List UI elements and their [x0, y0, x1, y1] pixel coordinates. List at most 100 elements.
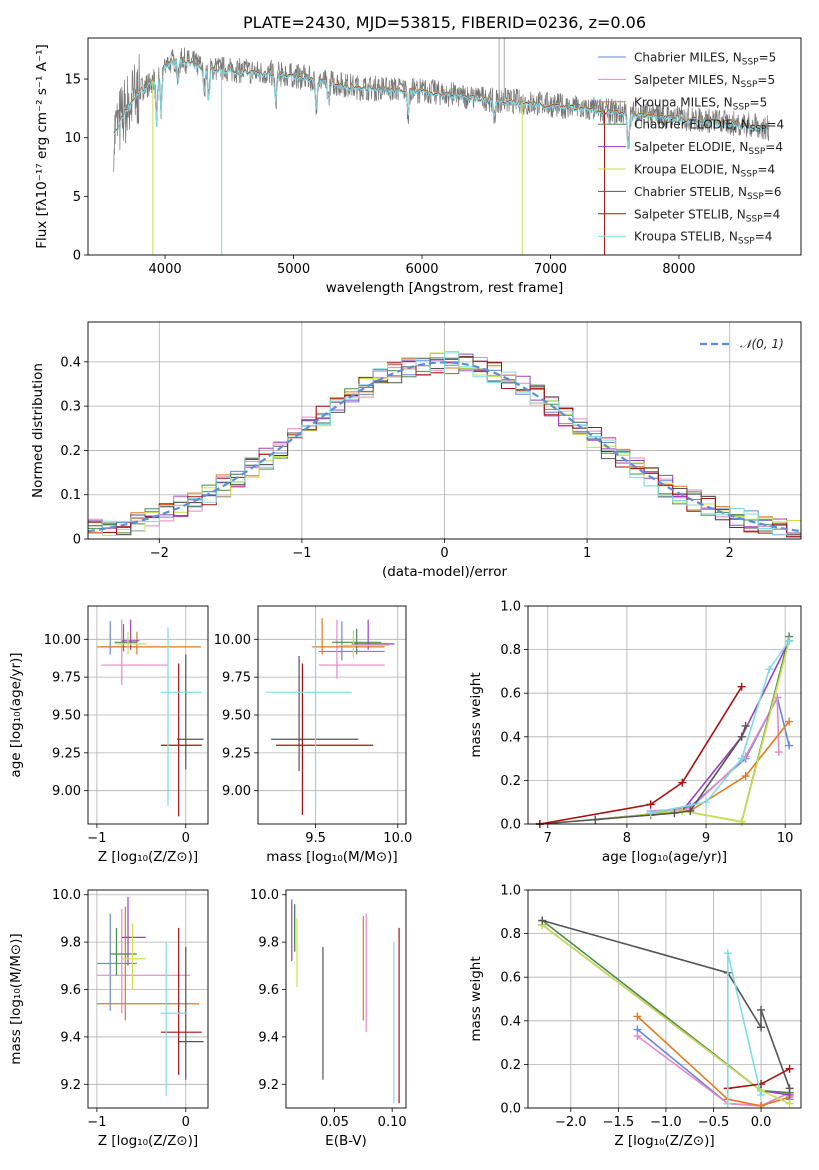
spectrum-lines — [113, 38, 770, 255]
legend-entry-count: 4 — [767, 163, 775, 177]
legend-entry-count: 4 — [775, 140, 783, 154]
y-tick-label: 9.4 — [258, 1030, 279, 1045]
legend-entry: Kroupa STELIB, NSSP=4 — [634, 230, 772, 247]
x-tick-label: 7000 — [534, 262, 567, 277]
weight-marker — [765, 665, 774, 674]
y-tick-label: 0.2 — [60, 444, 81, 459]
weight-marker — [774, 748, 783, 757]
ebv_mass-points — [291, 899, 400, 1104]
legend-entry-count: 4 — [765, 230, 773, 244]
x-tick-label: 4000 — [149, 262, 182, 277]
weight-marker — [646, 809, 655, 818]
weight-marker — [702, 798, 711, 807]
weight-marker — [686, 806, 695, 815]
x-axis-label: Z [log₁₀(Z/Z⊙)] — [614, 1133, 714, 1149]
z_weight-series — [538, 916, 794, 1110]
x-tick-label: 0 — [182, 1115, 190, 1130]
ebv_mass-frame — [285, 889, 407, 1109]
y-tick-label: 9.00 — [52, 784, 81, 799]
y-tick-label: 0.1 — [60, 488, 81, 503]
y-tick-label: 0.2 — [500, 774, 521, 789]
legend-entry-label: Kroupa ELODIE, N — [634, 163, 741, 177]
y-tick-label: 0 — [73, 249, 81, 264]
legend-entry-label: Chabrier MILES, N — [634, 51, 742, 65]
legend-entry-label: Chabrier STELIB, N — [634, 185, 747, 199]
weight-marker — [737, 682, 746, 691]
weight-marker — [670, 809, 679, 818]
mass_age-frame — [257, 605, 407, 825]
y-tick-label: 9.75 — [52, 671, 81, 686]
x-tick-label: 10.0 — [383, 831, 412, 846]
legend-entry: Salpeter STELIB, NSSP=4 — [634, 207, 780, 224]
model-spectrum-line — [113, 58, 769, 150]
legend-entry-count: 4 — [777, 118, 785, 132]
z_weight-grid — [528, 889, 801, 1109]
x-axis-label: E(B-V) — [325, 1133, 367, 1149]
weight-marker — [741, 772, 750, 781]
x-tick-label: 1 — [583, 546, 591, 561]
weight-marker — [785, 636, 794, 645]
legend-entry: Kroupa MILES, NSSP=5 — [634, 95, 767, 112]
y-tick-label: 0.8 — [500, 927, 521, 942]
legend-entry-sub: SSP — [750, 125, 767, 135]
legend-entry-n: = — [764, 185, 774, 199]
age_weight-series — [535, 632, 794, 828]
x-axis-label: Z [log₁₀(Z/Z⊙)] — [98, 1133, 198, 1149]
chart-title: PLATE=2430, MJD=53815, FIBERID=0236, z=0… — [243, 13, 646, 32]
x-tick-label: 2 — [726, 546, 734, 561]
x-axis-label: (data-model)/error — [382, 564, 508, 580]
x-tick-label: −0.5 — [698, 1115, 730, 1130]
y-tick-label: 10.00 — [44, 633, 81, 648]
x-tick-label: −2 — [150, 546, 169, 561]
x-tick-label: 0.05 — [320, 1115, 349, 1130]
y-axis-label: Flux [fλ10⁻¹⁷ erg cm⁻² s⁻¹ A⁻¹] — [34, 44, 50, 249]
y-tick-label: 9.6 — [258, 983, 279, 998]
legend-entry-label: Salpeter ELODIE, N — [634, 140, 748, 154]
weight-line — [539, 725, 747, 825]
legend-entry-label: Salpeter MILES, N — [634, 73, 741, 87]
weight-marker — [757, 1090, 766, 1099]
weight-marker — [757, 1101, 766, 1110]
legend-entry-n: = — [750, 95, 760, 109]
weight-marker — [678, 778, 687, 787]
mass_age-points — [266, 618, 395, 815]
weight-marker — [785, 1064, 794, 1073]
legend-entry: Chabrier MILES, NSSP=5 — [634, 51, 776, 68]
legend-entry: Salpeter ELODIE, NSSP=4 — [634, 140, 783, 157]
x-tick-label: 8 — [623, 831, 631, 846]
y-tick-label: 9.6 — [60, 983, 81, 998]
x-tick-label: −1 — [292, 546, 311, 561]
y-tick-label: 9.8 — [258, 936, 279, 951]
legend-entry: Chabrier STELIB, NSSP=6 — [634, 185, 782, 202]
x-tick-label: 9 — [702, 831, 710, 846]
legend-entry-n: = — [766, 118, 776, 132]
legend-entry-sub: SSP — [741, 80, 758, 90]
y-tick-label: 0.0 — [500, 818, 521, 833]
legend-entry-n: = — [757, 163, 767, 177]
legend-entry-sub: SSP — [742, 58, 759, 68]
y-tick-label: 9.00 — [222, 784, 251, 799]
weight-marker — [785, 1099, 794, 1108]
x-tick-label: 6000 — [405, 262, 438, 277]
y-tick-label: 0.6 — [500, 687, 521, 702]
y-tick-label: 10.0 — [250, 888, 279, 903]
weight-marker — [723, 949, 732, 958]
legend-entry: Kroupa ELODIE, NSSP=4 — [634, 163, 775, 180]
legend-entry-sub: SSP — [733, 102, 750, 112]
weight-marker — [757, 1023, 766, 1032]
weight-marker — [633, 1012, 642, 1021]
weight-marker — [757, 1005, 766, 1014]
x-tick-label: −1.5 — [603, 1115, 635, 1130]
x-tick-label: 8000 — [662, 262, 695, 277]
y-tick-label: 10.0 — [52, 888, 81, 903]
y-tick-label: 5 — [73, 190, 81, 205]
legend-entry-n: = — [763, 207, 773, 221]
y-tick-label: 10 — [64, 131, 81, 146]
y-tick-label: 9.2 — [60, 1078, 81, 1093]
legend-entry: Salpeter MILES, NSSP=5 — [634, 73, 775, 90]
weight-marker — [737, 754, 746, 763]
legend-entry-label: Salpeter STELIB, N — [634, 207, 746, 221]
y-tick-label: 0.2 — [500, 1058, 521, 1073]
spectrum-frame — [87, 37, 802, 256]
z_mass-points — [96, 897, 204, 1097]
